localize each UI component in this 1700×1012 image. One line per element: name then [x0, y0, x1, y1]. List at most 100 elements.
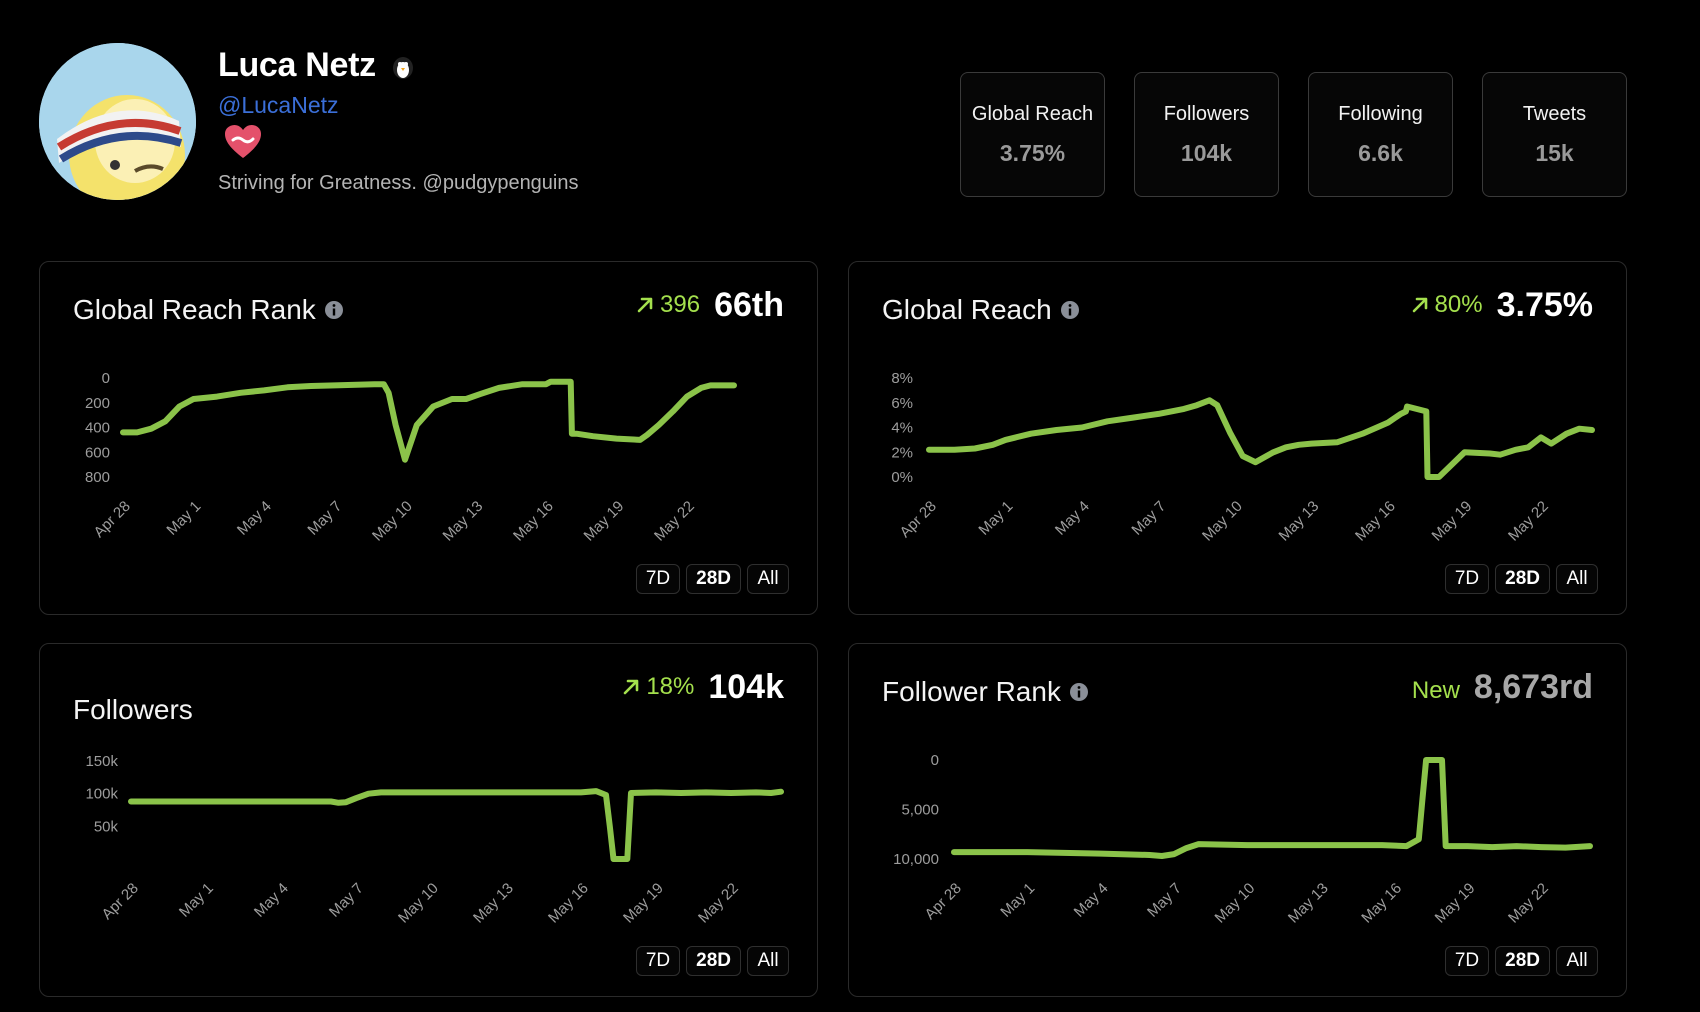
x-tick-label: May 10 — [1199, 498, 1246, 545]
range-all-button[interactable]: All — [1556, 946, 1598, 976]
panel-global-reach-rank: Global Reach Rank 396 66th 0 200 400 600 800… — [39, 261, 818, 615]
x-tick-label: May 10 — [1212, 880, 1259, 927]
range-all-button[interactable]: All — [1556, 564, 1598, 594]
range-28d-button[interactable]: 28D — [686, 946, 741, 976]
stat-label: Following — [1338, 103, 1423, 125]
panel-global-reach: Global Reach 80% 3.75% 8% 6% 4% 2% 0% Apr 28 M… — [848, 261, 1627, 615]
stat-card-global-reach: Global Reach 3.75% — [960, 72, 1105, 197]
metric-value: 8,673rd — [1473, 668, 1593, 706]
panel-metric: New 8,673rd — [1412, 668, 1593, 707]
y-tick-label: 150k — [85, 753, 118, 770]
change-indicator: 396 — [634, 291, 700, 319]
profile-bio: Striving for Greatness. @pudgypenguins — [218, 172, 579, 194]
stat-value: 15k — [1535, 140, 1574, 166]
range-selector: 7D 28D All — [1444, 946, 1598, 976]
info-icon[interactable] — [324, 300, 344, 320]
y-tick-label: 0 — [931, 752, 939, 769]
y-tick-label: 800 — [85, 469, 110, 486]
x-tick-label: May 19 — [581, 498, 628, 545]
chart-global-reach: 8% 6% 4% 2% 0% Apr 28 May 1 May 4 May 7 May 10 May… — [891, 370, 1595, 545]
profile-name-text: Luca Netz — [218, 46, 376, 84]
x-tick-label: May 10 — [369, 498, 416, 545]
series-line — [926, 397, 1595, 480]
x-tick-label: May 4 — [1052, 498, 1093, 539]
x-tick-label: Apr 28 — [897, 498, 940, 541]
panel-title-text: Global Reach — [882, 294, 1052, 325]
panel-title-text: Global Reach Rank — [73, 294, 316, 325]
panel-title: Followers — [73, 694, 193, 726]
y-tick-label: 0 — [102, 370, 110, 387]
range-28d-button[interactable]: 28D — [1495, 564, 1550, 594]
y-tick-label: 400 — [85, 420, 110, 437]
info-icon[interactable] — [1060, 300, 1080, 320]
x-tick-label: May 1 — [975, 498, 1016, 539]
metric-value: 66th — [714, 286, 784, 324]
x-tick-label: May 16 — [510, 498, 557, 545]
change-value: 396 — [660, 291, 701, 318]
metric-value: 3.75% — [1496, 286, 1593, 324]
profile-handle[interactable]: @LucaNetz — [218, 92, 339, 118]
x-tick-label: May 22 — [1505, 498, 1552, 545]
series-line — [951, 757, 1593, 859]
range-7d-button[interactable]: 7D — [635, 946, 681, 976]
chart-followers: 150k 100k 50k Apr 28 May 1 May 4 May 7 May 10 Ma… — [85, 753, 784, 927]
series-line — [128, 788, 784, 862]
change-value: 18% — [646, 673, 695, 700]
stat-value: 104k — [1180, 140, 1233, 166]
y-tick-label: 100k — [85, 786, 118, 803]
handshake-heart-icon — [225, 125, 261, 158]
x-tick-label: May 13 — [1285, 880, 1332, 927]
range-7d-button[interactable]: 7D — [1444, 564, 1490, 594]
x-tick-label: May 7 — [304, 498, 345, 539]
stat-value: 6.6k — [1358, 140, 1403, 166]
x-tick-label: May 16 — [1352, 498, 1399, 545]
panel-title-text: Follower Rank — [882, 676, 1061, 707]
stat-value: 3.75% — [999, 140, 1066, 166]
arrow-up-right-icon — [637, 297, 653, 313]
avatar[interactable] — [39, 43, 196, 200]
range-7d-button[interactable]: 7D — [1444, 946, 1490, 976]
change-indicator: New — [1412, 677, 1460, 705]
x-tick-label: May 19 — [620, 880, 667, 927]
profile-name: Luca Netz — [218, 46, 418, 85]
y-tick-label: 6% — [891, 395, 913, 412]
y-tick-label: 10,000 — [893, 851, 939, 868]
x-tick-label: May 1 — [997, 880, 1038, 921]
stat-label: Followers — [1163, 103, 1250, 125]
stat-card-followers: Followers 104k — [1134, 72, 1279, 197]
x-tick-label: May 4 — [251, 880, 292, 921]
panel-metric: 80% 3.75% — [1409, 286, 1593, 325]
y-tick-label: 50k — [94, 818, 119, 835]
panel-metric: 396 66th — [634, 286, 784, 325]
x-tick-label: May 7 — [326, 880, 367, 921]
stat-label: Global Reach — [971, 103, 1094, 125]
change-indicator: 18% — [620, 673, 694, 701]
x-tick-label: Apr 28 — [99, 880, 142, 923]
range-28d-button[interactable]: 28D — [686, 564, 741, 594]
x-tick-label: May 1 — [163, 498, 204, 539]
x-tick-label: May 19 — [1432, 880, 1479, 927]
stat-label: Tweets — [1522, 103, 1587, 125]
panel-metric: 18% 104k — [620, 668, 784, 707]
change-value: 80% — [1434, 291, 1483, 318]
x-tick-label: Apr 28 — [91, 498, 134, 541]
y-tick-label: 4% — [891, 420, 913, 437]
range-all-button[interactable]: All — [747, 946, 789, 976]
series-line — [120, 378, 737, 463]
x-tick-label: May 13 — [1276, 498, 1323, 545]
range-28d-button[interactable]: 28D — [1495, 946, 1550, 976]
range-all-button[interactable]: All — [747, 564, 789, 594]
y-tick-label: 5,000 — [901, 802, 939, 819]
info-icon[interactable] — [1069, 682, 1089, 702]
x-tick-label: May 10 — [395, 880, 442, 927]
panel-title: Global Reach — [882, 294, 1080, 326]
x-tick-label: May 4 — [234, 498, 275, 539]
chart-global-reach-rank: 0 200 400 600 800 Apr 28 May 1 May 4 May 7 May 10… — [85, 370, 737, 545]
x-tick-label: May 7 — [1128, 498, 1169, 539]
panel-followers: Followers 18% 104k 150k 100k 50k Apr 28 May … — [39, 643, 818, 997]
change-value: New — [1411, 677, 1460, 704]
range-7d-button[interactable]: 7D — [635, 564, 681, 594]
stat-card-following: Following 6.6k — [1308, 72, 1453, 197]
y-tick-label: 600 — [85, 444, 110, 461]
x-tick-label: May 13 — [440, 498, 487, 545]
